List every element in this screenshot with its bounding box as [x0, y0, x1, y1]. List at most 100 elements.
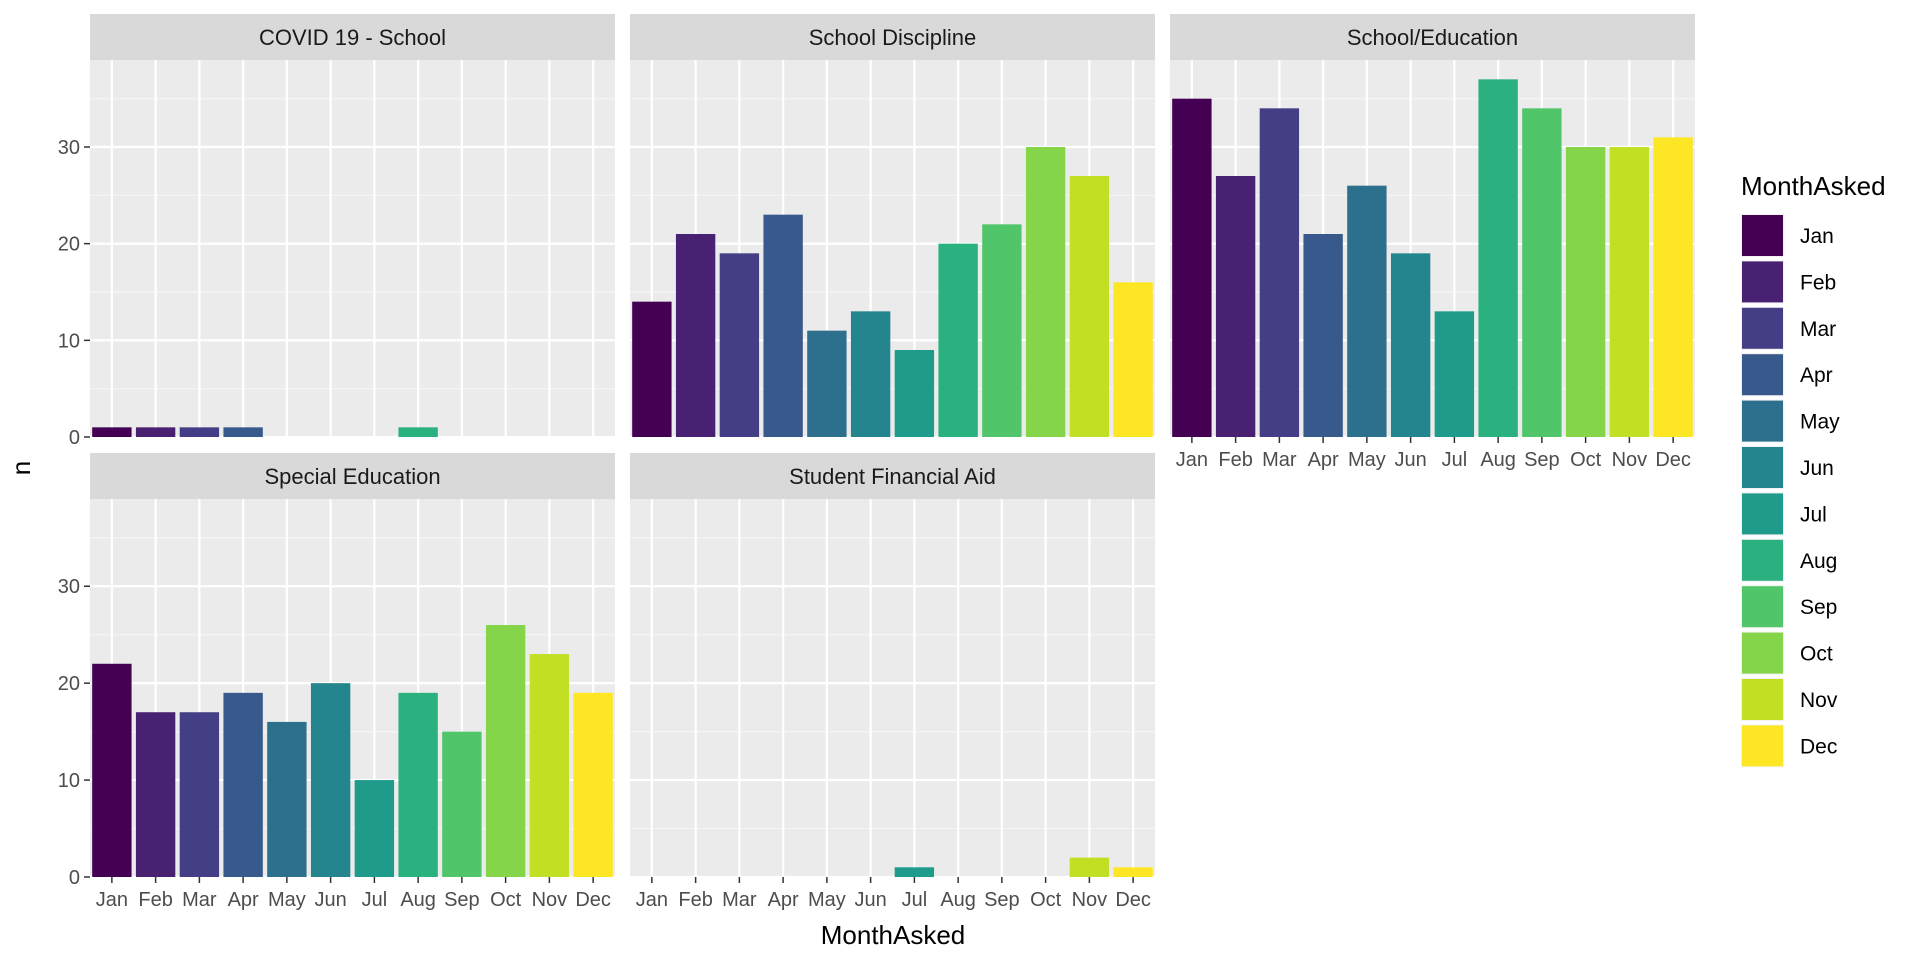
legend-key: [1742, 586, 1783, 628]
bar: [573, 692, 613, 877]
chart-legend: MonthAsked Jan Feb Mar Apr May Jun Jul Aug Sep Oct…: [1741, 171, 1886, 768]
bar: [92, 427, 132, 437]
legend-key: [1742, 215, 1783, 256]
panel-background: [630, 60, 1155, 437]
bar: [1259, 108, 1300, 437]
chart-panels: COVID 19 - School 0 10 20 30 School Disciplin…: [58, 14, 1695, 911]
bar: [1478, 79, 1518, 437]
legend-key: [1742, 400, 1783, 442]
x-tick-label: Feb: [138, 889, 172, 911]
y-tick-label: 10: [58, 770, 80, 792]
x-tick-label: Jun: [315, 889, 347, 911]
bar: [92, 663, 132, 877]
bar: [485, 625, 526, 877]
x-tick-label: May: [268, 889, 306, 911]
bar: [1609, 147, 1650, 437]
bar: [223, 427, 263, 437]
facet-panel: School Discipline: [630, 14, 1155, 439]
panel-background: [90, 499, 615, 877]
x-tick-label: Nov: [1612, 449, 1648, 471]
bar: [1215, 176, 1256, 437]
bar: [135, 427, 176, 437]
x-tick-label: Jul: [902, 889, 928, 911]
y-tick-label: 20: [58, 673, 80, 695]
x-tick-label: Mar: [722, 889, 757, 911]
legend-key: [1742, 307, 1783, 349]
x-tick-label: Dec: [1115, 889, 1151, 911]
facet-strip: [630, 14, 1155, 60]
x-tick-label: Sep: [1524, 449, 1560, 471]
legend-key: [1742, 632, 1783, 674]
facet-strip: [630, 453, 1155, 499]
facet-title: School/Education: [1347, 25, 1518, 50]
bar: [398, 427, 438, 437]
bar: [442, 731, 482, 877]
legend-label: Aug: [1800, 550, 1837, 573]
x-tick-label: May: [808, 889, 846, 911]
legend-item: Feb: [1741, 260, 1836, 304]
legend-item: Jan: [1741, 214, 1834, 257]
x-tick-label: Oct: [490, 889, 522, 911]
bar: [1390, 253, 1431, 437]
legend-item: May: [1741, 399, 1840, 443]
x-tick-label: Jul: [362, 889, 388, 911]
bar: [223, 692, 263, 877]
bar: [1347, 185, 1387, 437]
bar: [1113, 867, 1153, 877]
bar: [1069, 857, 1110, 877]
legend-label: Nov: [1800, 689, 1838, 712]
y-tick-label: 0: [69, 427, 80, 449]
x-tick-label: Jan: [636, 889, 668, 911]
bar: [1303, 234, 1343, 437]
legend-key: [1742, 725, 1783, 767]
legend-item: Jun: [1741, 446, 1834, 489]
y-tick-label: 30: [58, 576, 80, 598]
legend-label: Apr: [1800, 364, 1833, 387]
bar: [719, 253, 760, 437]
x-tick-label: Jan: [1176, 449, 1208, 471]
x-tick-label: Mar: [182, 889, 217, 911]
legend-label: Jan: [1800, 225, 1834, 248]
legend-key: [1742, 539, 1783, 581]
facet-strip: [90, 14, 615, 60]
y-tick-label: 0: [69, 867, 80, 889]
legend-label: Jul: [1800, 503, 1827, 526]
legend-key: [1742, 447, 1783, 488]
x-tick-label: Jun: [1395, 449, 1427, 471]
facet-panel: COVID 19 - School 0 10 20 30: [58, 14, 615, 449]
legend-key: [1742, 679, 1783, 720]
panel-background: [1170, 60, 1695, 437]
legend-key: [1742, 354, 1783, 396]
bar: [354, 780, 395, 877]
bar: [894, 867, 935, 877]
legend-item: Mar: [1741, 306, 1836, 350]
x-tick-label: Sep: [984, 889, 1020, 911]
legend-label: Jun: [1800, 457, 1834, 480]
x-tick-label: Jul: [1442, 449, 1468, 471]
x-tick-label: Aug: [940, 889, 976, 911]
legend-item: Nov: [1741, 678, 1838, 721]
legend-item: Oct: [1741, 631, 1833, 675]
bar: [894, 350, 935, 437]
legend-label: May: [1800, 411, 1840, 434]
legend-label: Dec: [1800, 735, 1837, 758]
x-tick-label: Nov: [1072, 889, 1108, 911]
facet-title: COVID 19 - School: [259, 25, 446, 50]
x-tick-label: Feb: [1218, 449, 1252, 471]
facet-title: Special Education: [264, 464, 440, 489]
legend-item: Sep: [1741, 585, 1837, 629]
bar: [135, 712, 176, 877]
panel-background: [630, 499, 1155, 877]
bar: [675, 234, 716, 437]
x-tick-label: Jan: [96, 889, 128, 911]
y-tick-label: 30: [58, 137, 80, 159]
bar: [1025, 147, 1066, 437]
x-tick-label: Sep: [444, 889, 480, 911]
facet-title: Student Financial Aid: [789, 464, 996, 489]
y-tick-label: 20: [58, 234, 80, 256]
x-tick-label: Aug: [400, 889, 436, 911]
bar: [1069, 176, 1110, 437]
facet-strip: [90, 453, 615, 499]
legend-key: [1742, 493, 1783, 535]
